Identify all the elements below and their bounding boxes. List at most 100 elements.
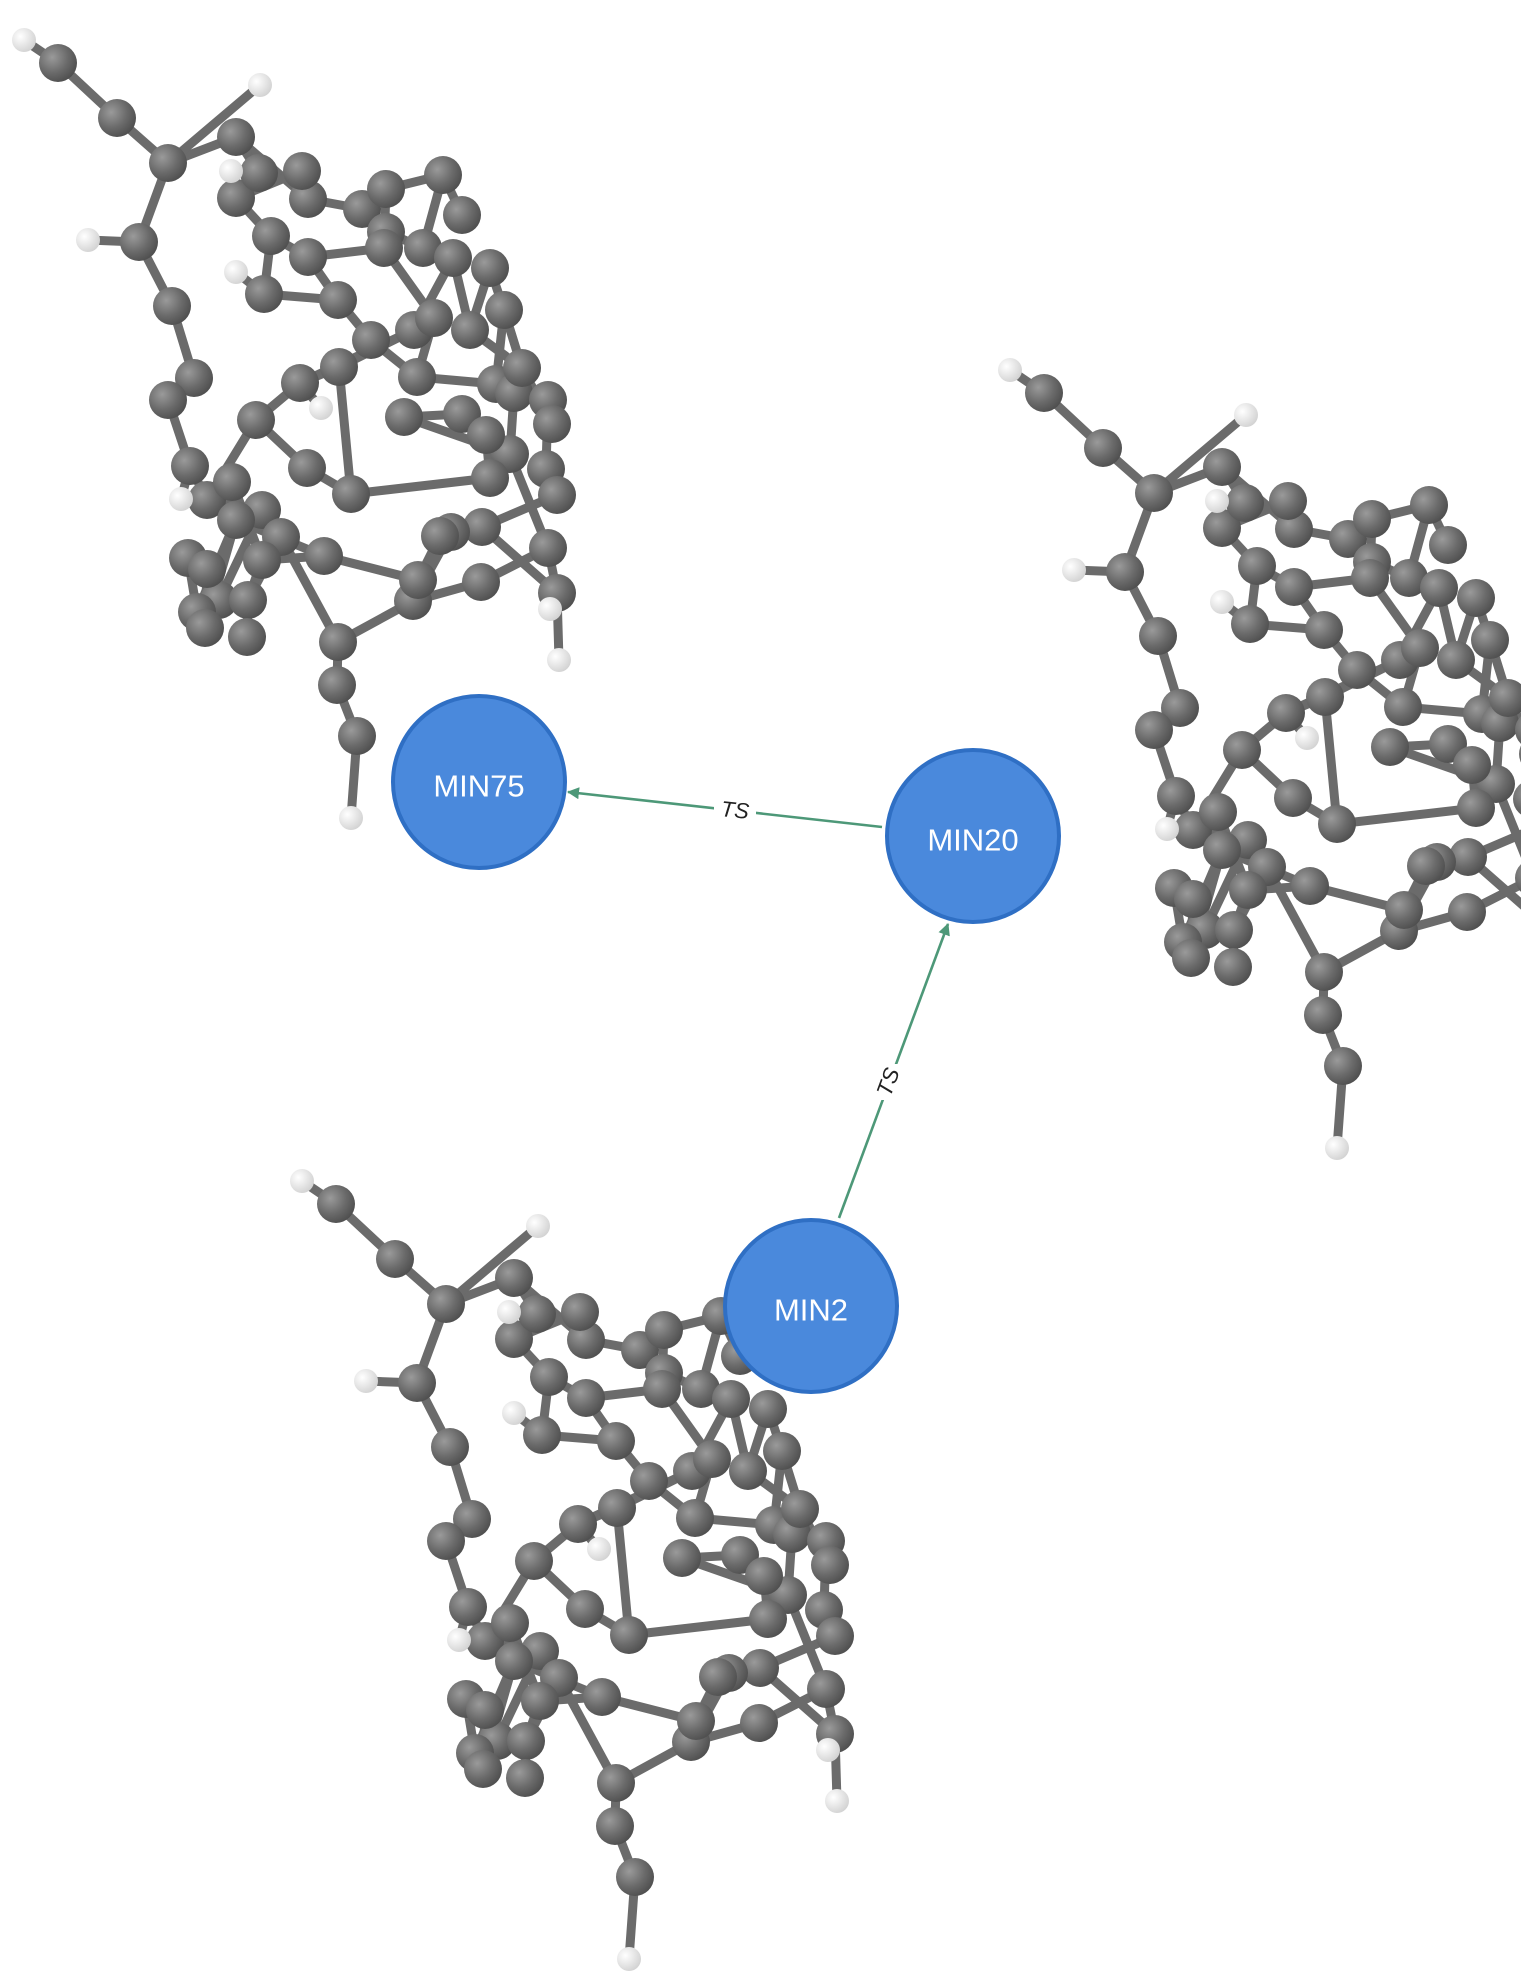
bond bbox=[163, 80, 265, 168]
carbon-atom bbox=[237, 401, 275, 439]
node-circle[interactable] bbox=[885, 748, 1061, 924]
carbon-atom bbox=[365, 229, 403, 267]
hydrogen-atom bbox=[447, 1628, 471, 1652]
carbon-atom bbox=[1351, 559, 1389, 597]
carbon-atom bbox=[1318, 805, 1356, 843]
carbon-atom bbox=[466, 1691, 504, 1729]
carbon-atom bbox=[149, 381, 187, 419]
carbon-atom bbox=[352, 321, 390, 359]
carbon-atom bbox=[1172, 939, 1210, 977]
carbon-atom bbox=[385, 398, 423, 436]
carbon-atom bbox=[1135, 474, 1173, 512]
carbon-atom bbox=[431, 1428, 469, 1466]
carbon-atom bbox=[1229, 871, 1267, 909]
carbon-atom bbox=[1291, 867, 1329, 905]
hydrogen-atom bbox=[309, 396, 333, 420]
carbon-atom bbox=[495, 1642, 533, 1680]
hydrogen-atom bbox=[502, 1401, 526, 1425]
carbon-atom bbox=[561, 1293, 599, 1331]
carbon-atom bbox=[467, 416, 505, 454]
carbon-atom bbox=[1199, 793, 1237, 831]
carbon-atom bbox=[427, 1522, 465, 1560]
carbon-atom bbox=[503, 349, 541, 387]
carbon-atom bbox=[288, 449, 326, 487]
carbon-atom bbox=[1025, 374, 1063, 412]
carbon-atom bbox=[533, 405, 571, 443]
carbon-atom bbox=[252, 217, 290, 255]
bond bbox=[346, 473, 495, 499]
node-min75[interactable]: MIN75 bbox=[391, 694, 567, 870]
carbon-atom bbox=[319, 281, 357, 319]
carbon-atom bbox=[506, 1759, 544, 1797]
node-circle[interactable] bbox=[723, 1218, 899, 1394]
edge-min2-to-min20[interactable]: TS bbox=[837, 923, 950, 1219]
bond bbox=[624, 1614, 773, 1640]
carbon-atom bbox=[213, 463, 251, 501]
hydrogen-atom bbox=[339, 806, 363, 830]
carbon-atom bbox=[1448, 893, 1486, 931]
carbon-atom bbox=[712, 1380, 750, 1418]
carbon-atom bbox=[1384, 688, 1422, 726]
carbon-atom bbox=[1174, 880, 1212, 918]
edge-label: TS bbox=[720, 796, 751, 824]
carbon-atom bbox=[677, 1702, 715, 1740]
carbon-atom bbox=[616, 1858, 654, 1896]
hydrogen-atom bbox=[587, 1537, 611, 1561]
edge-min20-to-min75[interactable]: TS bbox=[567, 787, 883, 829]
carbon-atom bbox=[1084, 429, 1122, 467]
hydrogen-atom bbox=[219, 159, 243, 183]
carbon-atom bbox=[1453, 746, 1491, 784]
bond bbox=[1149, 410, 1251, 498]
carbon-atom bbox=[451, 311, 489, 349]
carbon-atom bbox=[398, 358, 436, 396]
bond bbox=[441, 1221, 543, 1309]
carbon-atom bbox=[1223, 731, 1261, 769]
node-min20[interactable]: MIN20 bbox=[885, 748, 1061, 924]
carbon-atom bbox=[663, 1539, 701, 1577]
molecule-structure-min2 bbox=[290, 1169, 854, 1971]
carbon-atom bbox=[399, 561, 437, 599]
carbon-atom bbox=[1274, 779, 1312, 817]
carbon-atom bbox=[807, 1670, 845, 1708]
carbon-atom bbox=[367, 170, 405, 208]
bond bbox=[1332, 803, 1481, 829]
carbon-atom bbox=[491, 1604, 529, 1642]
carbon-atom bbox=[1238, 547, 1276, 585]
carbon-atom bbox=[485, 291, 523, 329]
node-circle[interactable] bbox=[391, 694, 567, 870]
carbon-atom bbox=[1420, 569, 1458, 607]
carbon-atom bbox=[597, 1422, 635, 1460]
molecule-structure-min75 bbox=[12, 28, 576, 830]
carbon-atom bbox=[643, 1370, 681, 1408]
carbon-atom bbox=[682, 1370, 720, 1408]
carbon-atom bbox=[1203, 509, 1241, 547]
carbon-atom bbox=[1353, 500, 1391, 538]
carbon-atom bbox=[1390, 559, 1428, 597]
carbon-atom bbox=[1401, 629, 1439, 667]
carbon-atom bbox=[217, 501, 255, 539]
carbon-atom bbox=[763, 1432, 801, 1470]
carbon-atom bbox=[186, 609, 224, 647]
node-min2[interactable]: MIN2 bbox=[723, 1218, 899, 1394]
carbon-atom bbox=[1407, 847, 1445, 885]
carbon-atom bbox=[1306, 678, 1344, 716]
carbon-atom bbox=[1371, 728, 1409, 766]
carbon-atom bbox=[693, 1440, 731, 1478]
carbon-atom bbox=[1203, 448, 1241, 486]
carbon-atom bbox=[453, 1500, 491, 1538]
carbon-atom bbox=[1513, 783, 1521, 815]
carbon-atom bbox=[463, 508, 501, 546]
carbon-atom bbox=[1203, 831, 1241, 869]
molecule-structure-min20 bbox=[998, 358, 1521, 1160]
carbon-atom bbox=[243, 541, 281, 579]
carbon-atom bbox=[245, 275, 283, 313]
carbon-atom bbox=[749, 1390, 787, 1428]
carbon-atom bbox=[745, 1557, 783, 1595]
carbon-atom bbox=[1214, 948, 1252, 986]
carbon-atom bbox=[424, 156, 462, 194]
carbon-atom bbox=[495, 1259, 533, 1297]
carbon-atom bbox=[598, 1489, 636, 1527]
carbon-atom bbox=[1489, 679, 1521, 717]
carbon-atom bbox=[153, 287, 191, 325]
